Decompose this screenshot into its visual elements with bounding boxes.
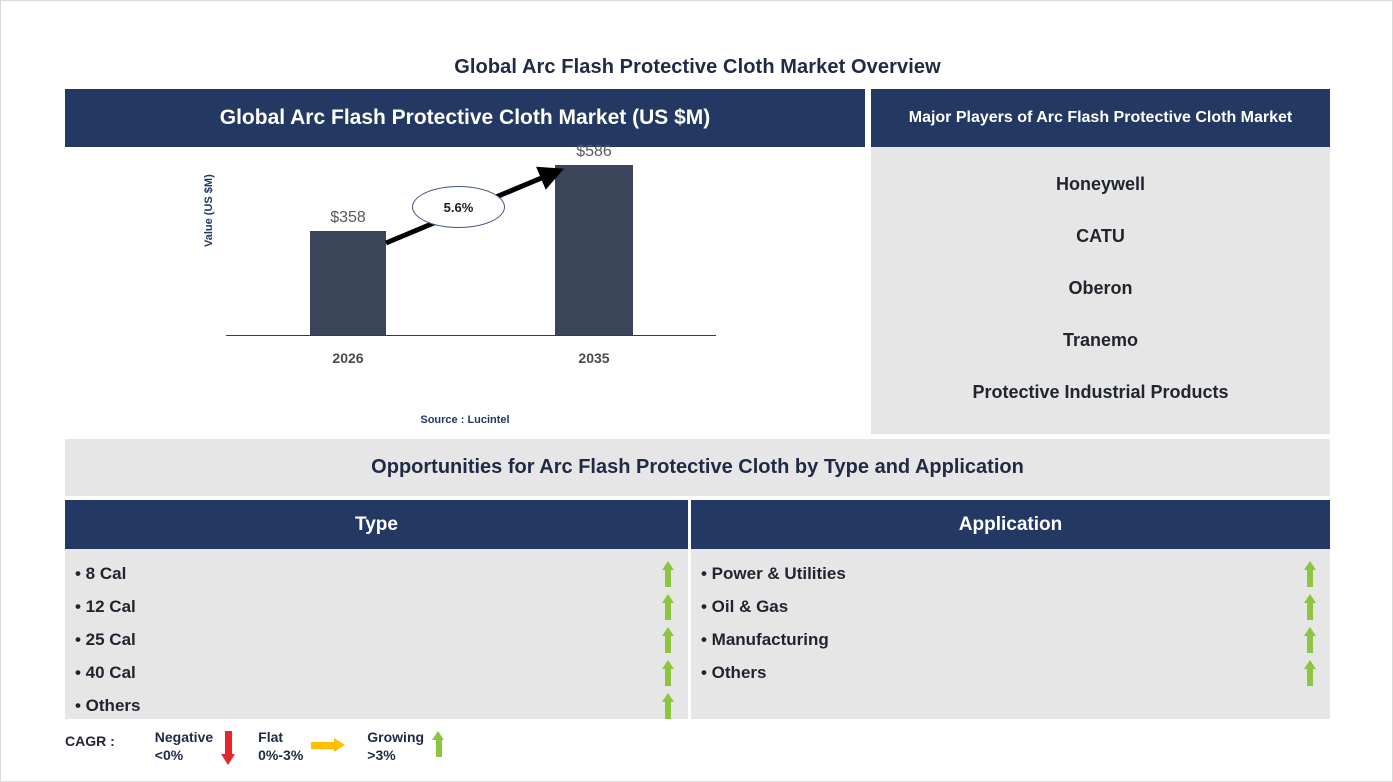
application-item-label: • Power & Utilities (701, 563, 846, 583)
cagr-bubble: 5.6% (412, 186, 505, 228)
list-item: • Power & Utilities (691, 557, 1330, 590)
market-chart-body: Value (US $M) $358 $586 2026 2035 (65, 143, 865, 434)
arrow-up-icon (1303, 560, 1317, 587)
legend-flat-text: Flat 0%-3% (258, 729, 303, 765)
list-item: Protective Industrial Products (972, 382, 1229, 402)
list-item: • Others (691, 656, 1330, 689)
legend-growing-text: Growing >3% (367, 729, 424, 765)
arrow-up-icon (1303, 626, 1317, 653)
cagr-legend-flat: Flat 0%-3% (258, 729, 353, 765)
bar-2026 (310, 231, 386, 335)
opportunities-band-title: Opportunities for Arc Flash Protective C… (65, 439, 1330, 496)
list-item: • 25 Cal (65, 623, 688, 656)
bar-value-2026: $358 (330, 209, 366, 226)
cagr-bubble-value: 5.6% (443, 199, 474, 215)
list-item: • Manufacturing (691, 623, 1330, 656)
application-column-header: Application (691, 500, 1330, 549)
arrow-up-icon (661, 560, 675, 587)
trend-indicator (1290, 560, 1330, 587)
type-column-header: Type (65, 500, 688, 549)
type-item-label: • Others (75, 695, 141, 715)
list-item: Tranemo (1062, 330, 1139, 350)
legend-flat-name: Flat (258, 729, 284, 745)
cagr-legend-title: CAGR : (65, 733, 115, 749)
legend-negative-range: <0% (154, 746, 184, 763)
type-column-body: • 8 Cal • 12 Cal • 25 Cal • 40 Cal (65, 549, 688, 719)
arrow-up-icon (432, 731, 445, 757)
major-players-panel: Major Players of Arc Flash Protective Cl… (871, 89, 1330, 434)
list-item: • 12 Cal (65, 590, 688, 623)
arrow-up-icon (661, 692, 675, 719)
chart-y-axis-label: Value (US $M) (203, 174, 215, 247)
opportunities-type-column: Type • 8 Cal • 12 Cal • 25 Cal (65, 500, 688, 719)
trend-indicator (648, 560, 688, 587)
arrow-down-icon (221, 731, 236, 765)
trend-indicator (1290, 593, 1330, 620)
bar-value-2035: $586 (576, 143, 612, 160)
list-item: • 8 Cal (65, 557, 688, 590)
list-item: Honeywell (1055, 174, 1146, 194)
legend-flat-range: 0%-3% (258, 746, 304, 763)
cagr-legend-negative: Negative <0% (155, 729, 244, 765)
application-item-label: • Oil & Gas (701, 596, 789, 616)
trend-indicator (648, 659, 688, 686)
list-item: • 40 Cal (65, 656, 688, 689)
application-item-label: • Others (701, 662, 767, 682)
page-title: Global Arc Flash Protective Cloth Market… (454, 56, 941, 78)
type-item-label: • 40 Cal (75, 662, 136, 682)
legend-negative-name: Negative (154, 729, 214, 745)
legend-negative-text: Negative <0% (155, 729, 213, 765)
market-chart-header: Global Arc Flash Protective Cloth Market… (65, 89, 865, 147)
chart-plot-area: $358 $586 2026 2035 5.6% (226, 143, 716, 422)
chart-x-axis-line (226, 335, 716, 336)
chart-source-note: Source : Lucintel (420, 414, 510, 426)
application-column-body: • Power & Utilities • Oil & Gas • Manufa… (691, 549, 1330, 719)
major-players-header: Major Players of Arc Flash Protective Cl… (871, 89, 1330, 147)
arrow-up-icon (661, 659, 675, 686)
major-players-list: Honeywell CATU Oberon Tranemo Protective… (871, 147, 1330, 434)
arrow-up-icon (1303, 659, 1317, 686)
type-item-label: • 12 Cal (75, 596, 136, 616)
cagr-legend: CAGR : Negative <0% Flat 0%-3% Growing >… (65, 729, 467, 777)
arrow-up-icon (1303, 593, 1317, 620)
list-item: • Others (65, 689, 688, 722)
category-label-2026: 2026 (332, 350, 364, 366)
trend-indicator (648, 626, 688, 653)
market-chart-panel: Global Arc Flash Protective Cloth Market… (65, 89, 865, 434)
trend-indicator (648, 692, 688, 719)
cagr-legend-growing: Growing >3% (367, 729, 453, 765)
list-item: Oberon (1068, 278, 1133, 298)
trend-indicator (648, 593, 688, 620)
trend-indicator (1290, 626, 1330, 653)
trend-indicator (1290, 659, 1330, 686)
type-item-label: • 25 Cal (75, 629, 136, 649)
type-item-label: • 8 Cal (75, 563, 127, 583)
list-item: • Oil & Gas (691, 590, 1330, 623)
category-label-2035: 2035 (578, 350, 610, 366)
arrow-up-icon (661, 626, 675, 653)
list-item: CATU (1076, 226, 1125, 246)
arrow-right-icon (311, 738, 346, 753)
application-item-label: • Manufacturing (701, 629, 829, 649)
legend-growing-range: >3% (367, 746, 396, 763)
bar-2035 (555, 165, 633, 335)
arrow-up-icon (661, 593, 675, 620)
opportunities-application-column: Application • Power & Utilities • Oil & … (691, 500, 1330, 719)
legend-growing-name: Growing (367, 729, 425, 745)
